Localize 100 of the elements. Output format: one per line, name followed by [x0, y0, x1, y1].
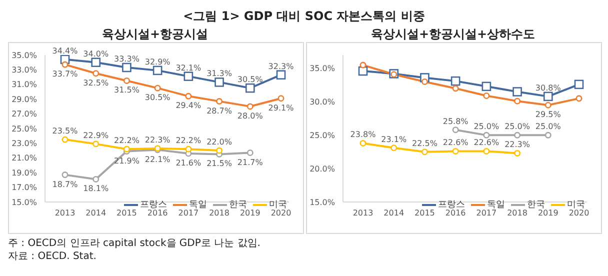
point [512, 87, 522, 96]
point [92, 70, 100, 77]
point [360, 140, 366, 146]
y-tick-label: 31.0% [12, 80, 38, 90]
legend-label: 미국 [269, 199, 287, 210]
point [216, 98, 223, 105]
data-label: 32.9% [144, 57, 171, 66]
point [421, 78, 428, 85]
point [452, 148, 459, 154]
point [278, 95, 284, 102]
point [544, 132, 552, 138]
legend-label: 독일 [189, 199, 207, 210]
point [62, 61, 68, 68]
data-label: 25.8% [442, 116, 469, 126]
y-tick-label: 33.0% [12, 66, 38, 75]
x-tick-label: 2015 [116, 208, 137, 218]
point [246, 150, 254, 156]
y-tick-label: 21.0% [12, 154, 38, 163]
point [122, 62, 132, 72]
y-tick-label: 23.0% [12, 139, 38, 148]
data-label: 22.3% [504, 140, 530, 150]
point [185, 92, 192, 100]
legend-label: 프랑스 [438, 199, 465, 210]
point [245, 83, 255, 93]
text: <그림 1> GDP 대비 SOC 자본스톡의 비중 [182, 8, 426, 25]
point [574, 80, 584, 90]
data-label: 28.0% [237, 111, 264, 120]
point [482, 82, 492, 92]
data-label: 21.5% [206, 159, 232, 168]
chart-title: 육상시설+항공시설+상하수도 [370, 26, 536, 42]
data-label: 33.7% [52, 70, 78, 79]
data-label: 21.6% [176, 158, 202, 168]
y-tick-label: 19.0% [12, 168, 38, 178]
data-label: 21.7% [237, 158, 264, 167]
point [576, 95, 582, 102]
point [276, 70, 286, 80]
point [123, 146, 130, 152]
y-tick-label: 25.0% [310, 131, 336, 140]
point [246, 103, 254, 110]
data-label: 34.4% [52, 46, 78, 56]
point [452, 126, 459, 134]
data-label: 25.0% [535, 122, 562, 132]
point [152, 66, 162, 76]
data-label: 29.5% [535, 110, 562, 120]
point [421, 148, 428, 156]
data-label: 22.6% [442, 138, 469, 148]
data-label: 31.3% [206, 69, 232, 78]
x-tick-label: 2020 [568, 208, 590, 218]
legend-label: 프랑스 [140, 199, 167, 210]
point [544, 102, 552, 108]
x-tick-label: 2020 [270, 208, 292, 218]
y-tick-label: 29.0% [12, 94, 38, 104]
y-tick-label: 15.0% [310, 198, 336, 207]
x-tick-label: 2018 [209, 208, 230, 218]
x-tick-label: 2015 [414, 208, 435, 218]
data-label: 23.8% [350, 130, 376, 140]
data-label: 22.0% [206, 138, 232, 147]
point [216, 147, 223, 154]
data-label: 25.0% [474, 122, 500, 132]
y-tick-label: 15.0% [12, 198, 38, 207]
point [62, 136, 68, 143]
x-tick-label: 2014 [384, 208, 404, 218]
data-label: 30.5% [144, 93, 171, 102]
data-label: 29.4% [176, 101, 202, 110]
point [184, 72, 194, 81]
data-label: 31.5% [114, 86, 140, 95]
data-label: 34.0% [83, 49, 109, 58]
point [483, 132, 490, 138]
point [543, 92, 553, 102]
data-label: 22.5% [412, 138, 438, 148]
data-label: 23.5% [52, 126, 78, 136]
y-tick-label: 35.0% [310, 64, 336, 74]
data-label: 18.7% [52, 180, 78, 189]
y-tick-label: 35.0% [12, 50, 38, 60]
data-label: 22.2% [176, 136, 202, 146]
data-label: 33.3% [114, 54, 140, 64]
data-label: 25.0% [504, 122, 530, 132]
chart-title: 육상시설+항공시설 [100, 26, 210, 42]
x-tick-label: 2016 [147, 208, 168, 218]
data-label: 22.2% [114, 136, 140, 146]
legend-label: 독일 [487, 199, 505, 210]
data-label: 28.7% [206, 106, 232, 116]
y-tick-label: 27.0% [12, 110, 38, 119]
point [154, 84, 161, 92]
data-label: 18.1% [83, 184, 109, 194]
data-label: 30.8% [535, 83, 562, 92]
x-tick-label: 2017 [476, 208, 497, 218]
data-label: 30.5% [237, 75, 264, 84]
point [452, 85, 459, 92]
data-label: 22.6% [474, 138, 500, 148]
point [514, 150, 521, 156]
legend-label: 한국 [527, 199, 545, 210]
legend-label: 미국 [567, 199, 585, 210]
data-label: 21.9% [114, 156, 140, 166]
point [185, 146, 192, 152]
point [62, 172, 68, 178]
text: 자료 : OECD. Stat. [8, 250, 98, 263]
point [214, 78, 224, 87]
data-label: 22.9% [83, 130, 109, 140]
point [91, 58, 101, 67]
